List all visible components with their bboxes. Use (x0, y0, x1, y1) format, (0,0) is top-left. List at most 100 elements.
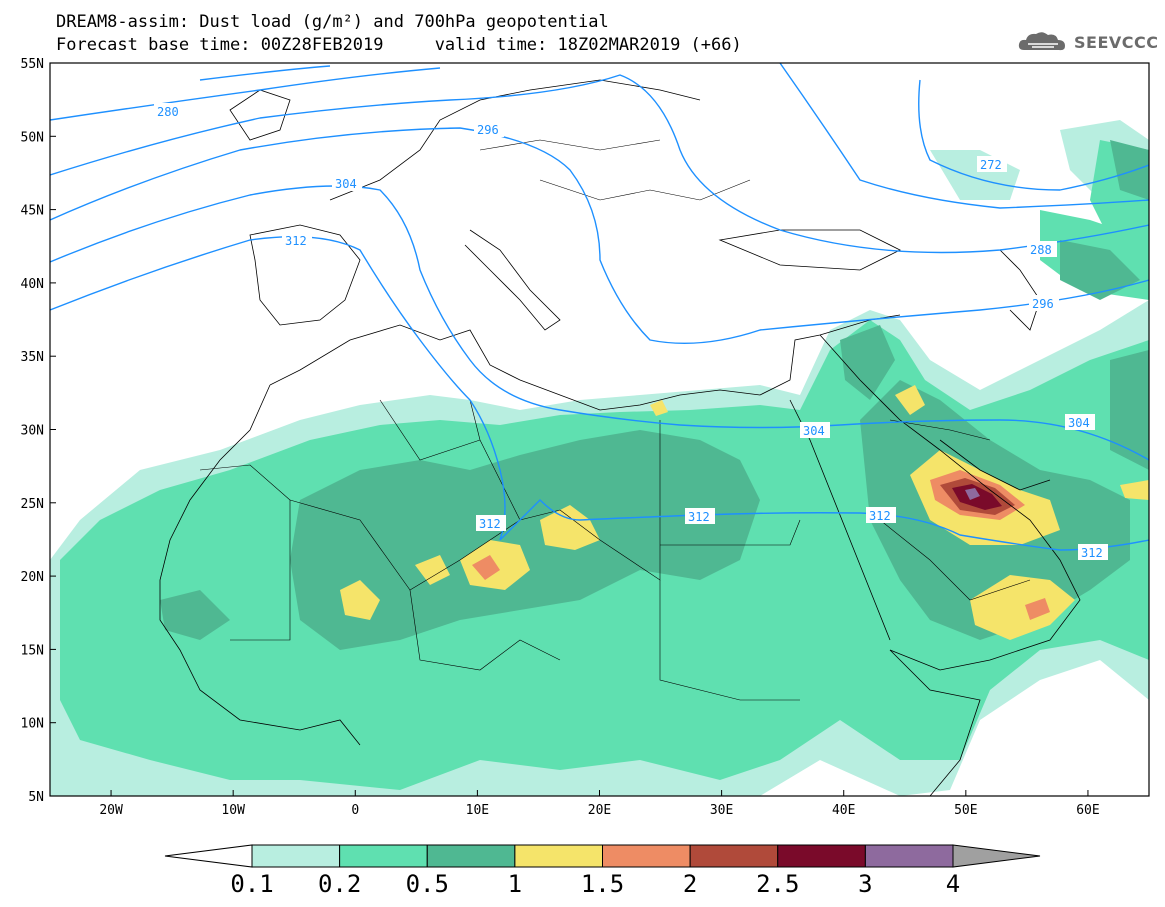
dust-area-0.5 (840, 325, 895, 400)
longitude-label: 20W (99, 803, 123, 818)
border (479, 139, 661, 151)
border (879, 519, 1031, 601)
contour-label-box: 312 (685, 508, 715, 524)
map-title-line2: Forecast base time: 00Z28FEB2019 valid t… (56, 35, 742, 55)
colorbar-bin (251, 844, 341, 868)
contour-label: 296 (1032, 297, 1054, 311)
dust-area-1 (650, 400, 668, 416)
colorbar (164, 844, 1041, 868)
contour-272 (199, 65, 1149, 191)
latitude-label: 30N (21, 424, 44, 439)
seevccc-logo: SEEVCCC (1018, 30, 1159, 54)
colorbar-label: 0.1 (230, 870, 274, 898)
longitude-label: 60E (1076, 803, 1099, 818)
contour-280 (50, 63, 1149, 209)
longitude-axis: 20W 10W 0 10E 20E 30E 40E 50E 60E (99, 790, 1100, 818)
latitude-label: 40N (21, 277, 44, 292)
logo-text: SEEVCCC (1074, 32, 1159, 52)
dust-area-0.5 (1110, 140, 1149, 200)
longitude-label: 50E (954, 803, 977, 818)
contour-label-box: 312 (1078, 544, 1108, 560)
contour-296 (50, 127, 1149, 345)
dust-area-1 (895, 385, 925, 415)
dust-area-0.5 (160, 590, 230, 640)
latitude-label: 35N (21, 350, 44, 365)
colorbar-bin (339, 844, 428, 868)
border (659, 580, 800, 701)
contour-label-box: 312 (282, 232, 312, 248)
border (409, 589, 561, 671)
dust-area-1.5 (1025, 598, 1050, 620)
latitude-label: 10N (21, 717, 44, 732)
colorbar-label: 4 (945, 870, 961, 898)
colorbar-label: 2 (682, 870, 698, 898)
colorbar-boxes (251, 844, 954, 868)
contour-label-box: 312 (866, 507, 896, 523)
contour-label-box: 304 (1065, 414, 1095, 430)
dust-area-1 (415, 555, 450, 585)
contour-label: 280 (157, 105, 179, 119)
longitude-label: 10W (221, 803, 245, 818)
latitude-label: 15N (21, 643, 44, 658)
coastlines (159, 79, 1081, 796)
longitude-label: 20E (588, 803, 611, 818)
colorbar-bin (689, 844, 779, 868)
contour-label: 312 (479, 517, 501, 531)
longitude-label: 10E (466, 803, 489, 818)
contour-label-box: 288 (1027, 241, 1057, 257)
dust-area-0.5 (1060, 240, 1140, 300)
contour-288 (50, 74, 1149, 254)
dust-area-1.5 (472, 555, 500, 580)
contour-label: 288 (1030, 243, 1052, 257)
colorbar-bin (777, 844, 866, 868)
colorbar-low-arrow (164, 844, 253, 868)
contour-label: 312 (869, 509, 891, 523)
country-borders (199, 139, 1031, 701)
coastline-iberia (249, 224, 361, 326)
contour-label-box: 296 (474, 121, 504, 137)
border (539, 179, 751, 201)
cloud-icon (1018, 32, 1065, 51)
colorbar-high-arrow (952, 844, 1041, 868)
border (889, 419, 991, 441)
contour-label: 304 (1068, 416, 1090, 430)
latitude-label: 45N (21, 204, 44, 219)
contour-label: 312 (1081, 546, 1103, 560)
contour-label: 312 (285, 234, 307, 248)
dust-layer-3 (965, 488, 980, 500)
latitude-label: 55N (21, 57, 44, 72)
latitude-label: 50N (21, 130, 44, 145)
colorbar-label: 0.5 (405, 870, 449, 898)
longitude-label: 40E (832, 803, 855, 818)
map-title-line1: DREAM8-assim: Dust load (g/m²) and 700hP… (56, 12, 609, 32)
border (289, 499, 561, 591)
contour-304 (50, 185, 1149, 461)
contour-label-box: 312 (476, 515, 506, 531)
contour-label-box: 296 (1029, 295, 1059, 311)
coastline-horn-of-africa (889, 649, 981, 796)
colorbar-label: 2.5 (756, 870, 800, 898)
latitude-axis: 55N 50N 45N 40N 35N 30N 25N 20N 15N 10N 5N (21, 57, 56, 805)
colorbar-label: 0.2 (317, 870, 362, 898)
latitude-label: 20N (21, 570, 44, 585)
latitude-label: 5N (28, 790, 44, 805)
dust-area-0.5 (1110, 350, 1149, 470)
colorbar-label: 1 (507, 870, 523, 898)
border (379, 399, 481, 461)
coastline-west-africa (159, 384, 361, 746)
colorbar-bin (602, 844, 691, 868)
contour-label-box: 304 (800, 422, 830, 438)
colorbar-bin (514, 844, 603, 868)
contour-label: 304 (803, 424, 825, 438)
dust-area-3 (965, 488, 980, 500)
contour-label-box: 280 (154, 103, 184, 119)
contour-312 (50, 235, 1149, 551)
longitude-label: 30E (710, 803, 733, 818)
contour-labels: 272 280 288 296 296 304 304 304 312 312 … (154, 103, 1108, 560)
contour-label: 304 (335, 177, 357, 191)
dust-area-1 (1120, 480, 1149, 500)
colorbar-label: 1.5 (580, 870, 625, 898)
border (660, 519, 801, 546)
dust-area-1 (340, 580, 380, 620)
